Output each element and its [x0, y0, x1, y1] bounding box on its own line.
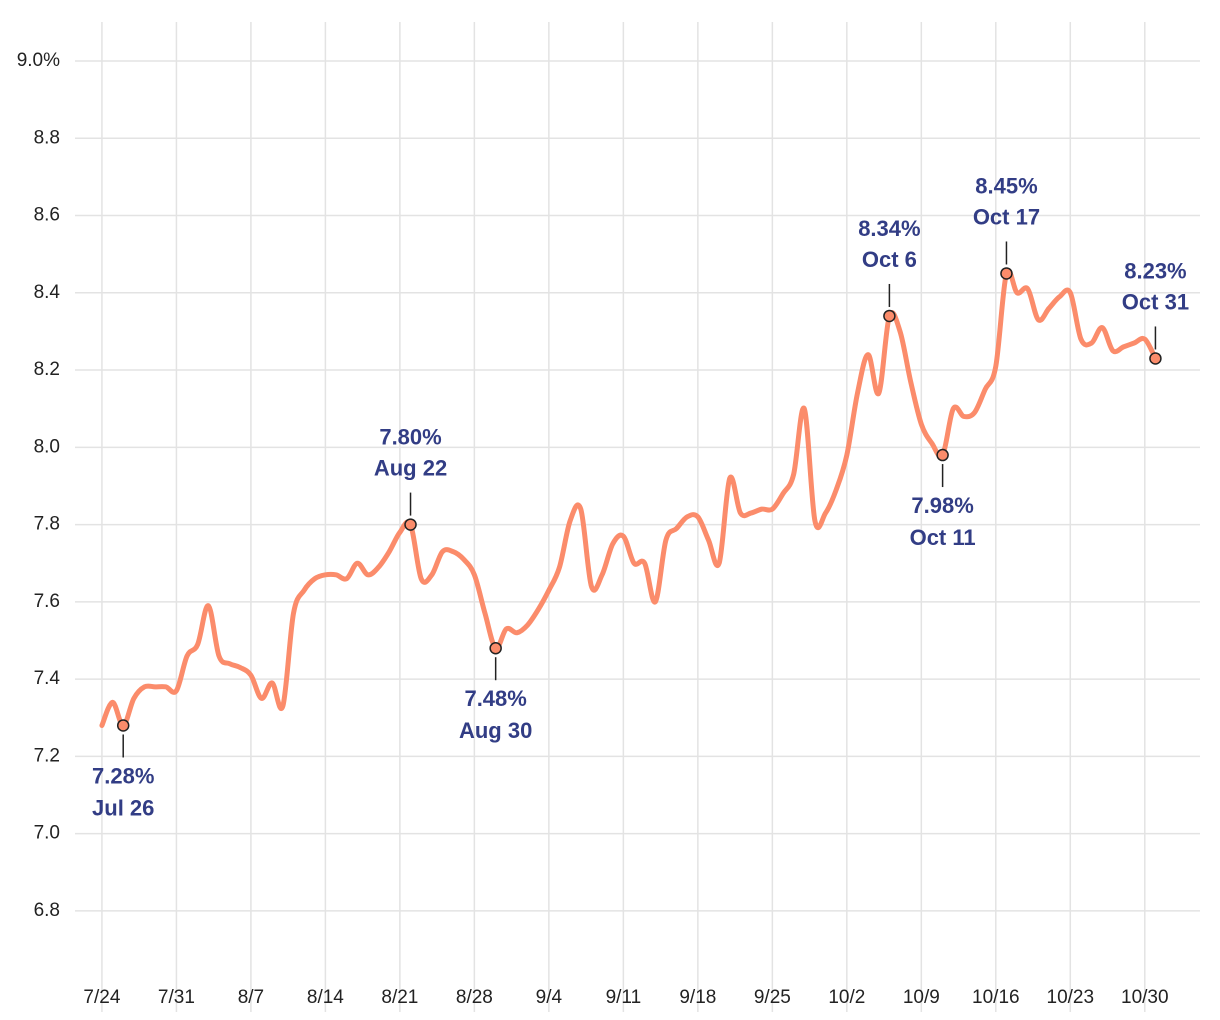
y-tick-label: 8.4	[34, 282, 61, 303]
x-tick-label: 10/2	[828, 987, 865, 1008]
y-tick-label: 7.0	[34, 823, 60, 844]
annotation-date: Aug 30	[459, 718, 532, 743]
annotation-value: 7.80%	[379, 424, 441, 449]
y-tick-label: 6.8	[34, 900, 60, 921]
x-tick-label: 9/18	[679, 987, 716, 1008]
y-tick-label: 8.2	[34, 359, 60, 380]
annotation-value: 8.23%	[1124, 258, 1186, 283]
x-tick-label: 9/11	[606, 987, 642, 1008]
annotation-value: 7.28%	[92, 763, 154, 788]
line	[99, 268, 1158, 728]
y-tick-label: 9.0%	[17, 50, 60, 71]
annotation-value: 7.98%	[911, 493, 973, 518]
annotation-marker	[116, 719, 130, 732]
x-tick-label: 9/25	[754, 987, 791, 1008]
annotation-marker	[936, 448, 949, 462]
annotation-value: 8.34%	[858, 216, 920, 241]
x-tick-label: 8/28	[456, 987, 493, 1008]
annotation-marker	[1149, 352, 1162, 365]
y-tick-label: 7.6	[34, 591, 60, 612]
x-tick-label: 10/30	[1121, 987, 1169, 1008]
y-tick-label: 7.4	[34, 668, 61, 689]
x-tick-label: 10/9	[903, 987, 940, 1008]
annotation-date: Jul 26	[92, 795, 154, 820]
annotation-marker	[883, 309, 896, 323]
x-tick-label: 8/21	[381, 987, 418, 1008]
annotation-date: Oct 6	[862, 247, 917, 272]
annotation-marker	[489, 641, 502, 655]
y-tick-label: 7.2	[34, 745, 60, 766]
annotation-value: 8.45%	[975, 173, 1037, 198]
y-tick-label: 8.6	[34, 205, 60, 226]
x-tick-label: 10/23	[1047, 987, 1095, 1008]
annotation-date: Aug 22	[374, 455, 447, 480]
x-tick-label: 8/14	[307, 987, 344, 1008]
x-tick-label: 8/7	[238, 987, 264, 1008]
y-tick-label: 8.8	[34, 127, 60, 148]
x-tick-label: 7/24	[83, 987, 120, 1008]
y-tick-label: 7.8	[34, 514, 60, 535]
annotation-marker	[404, 518, 417, 531]
annotation-date: Oct 31	[1122, 289, 1189, 314]
annotation-date: Oct 17	[973, 204, 1040, 229]
y-tick-label: 8.0	[34, 436, 60, 457]
x-tick-label: 10/16	[972, 987, 1020, 1008]
annotation-value: 7.48%	[464, 686, 526, 711]
x-tick-label: 7/31	[158, 987, 195, 1008]
annotation-date: Oct 11	[910, 525, 976, 550]
x-tick-label: 9/4	[536, 987, 563, 1008]
annotation-marker	[1000, 267, 1013, 280]
